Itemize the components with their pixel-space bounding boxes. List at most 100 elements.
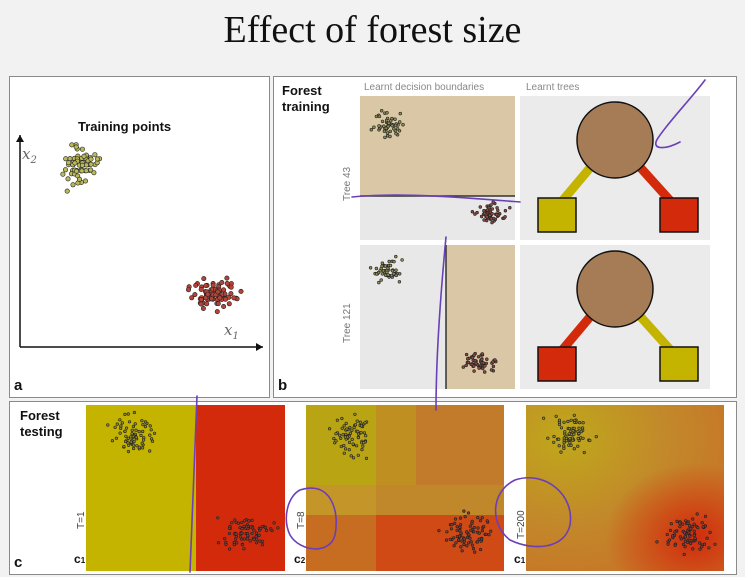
data-point	[683, 535, 688, 539]
data-point	[462, 537, 466, 541]
data-point	[383, 135, 387, 140]
data-point	[350, 428, 354, 432]
data-point	[692, 533, 696, 537]
data-point	[351, 442, 355, 446]
data-point	[666, 542, 670, 546]
data-point	[703, 514, 708, 518]
data-point	[204, 301, 210, 307]
data-point	[122, 444, 126, 449]
data-point	[472, 353, 476, 357]
data-point	[686, 521, 690, 525]
data-point	[552, 440, 556, 444]
data-point	[372, 125, 376, 129]
data-point	[363, 421, 367, 425]
data-point	[462, 509, 466, 513]
data-point	[477, 531, 481, 535]
data-point	[193, 282, 199, 288]
data-point	[458, 516, 463, 520]
data-point	[70, 182, 76, 188]
label-T1: T=1	[76, 511, 87, 529]
data-point	[368, 266, 373, 270]
data-point	[189, 295, 195, 301]
data-point	[252, 537, 256, 541]
data-point	[465, 530, 469, 534]
data-point	[576, 436, 580, 441]
data-point	[263, 525, 268, 530]
data-point	[388, 129, 392, 134]
data-point	[63, 156, 69, 162]
data-point	[482, 370, 487, 374]
data-point	[467, 541, 471, 545]
data-point	[264, 528, 269, 533]
data-point	[698, 547, 702, 551]
data-point	[234, 537, 238, 541]
data-point	[340, 426, 344, 430]
data-point	[126, 436, 131, 440]
forest-training-label: Forest training	[282, 83, 330, 114]
data-point	[687, 530, 691, 535]
slide-title: Effect of forest size	[223, 9, 522, 51]
data-point	[69, 142, 75, 148]
data-point	[88, 161, 94, 167]
data-point	[246, 534, 250, 538]
data-point	[133, 422, 137, 426]
y-axis-label: x2	[22, 145, 37, 166]
data-point	[250, 518, 254, 522]
data-point	[487, 205, 491, 210]
data-point	[382, 124, 386, 128]
data-point	[459, 545, 463, 549]
data-point	[480, 529, 484, 533]
data-point	[480, 516, 484, 520]
data-point	[572, 413, 576, 417]
data-point	[460, 539, 464, 543]
data-point	[559, 426, 564, 430]
data-point	[552, 434, 556, 439]
data-point	[491, 200, 495, 204]
data-point	[557, 418, 562, 422]
data-point	[483, 364, 487, 368]
data-point	[245, 525, 249, 529]
data-point	[460, 549, 464, 553]
data-point	[255, 537, 259, 541]
data-point	[223, 537, 227, 541]
data-point	[360, 447, 364, 452]
data-point	[240, 527, 244, 531]
data-point	[217, 295, 223, 301]
data-point	[489, 203, 493, 207]
data-point	[557, 422, 562, 427]
data-point	[272, 521, 276, 525]
data-point	[186, 287, 192, 293]
data-point	[349, 454, 353, 458]
data-point	[119, 426, 123, 431]
data-point	[77, 176, 83, 182]
data-point	[700, 521, 704, 525]
data-point	[683, 531, 687, 535]
data-point	[359, 431, 363, 435]
data-point	[495, 212, 499, 217]
data-point	[471, 547, 476, 551]
data-point	[129, 440, 133, 444]
data-point	[437, 528, 441, 533]
data-point	[215, 289, 221, 295]
data-point	[577, 421, 582, 425]
data-point	[200, 306, 206, 312]
data-point	[546, 436, 550, 440]
data-point	[124, 434, 128, 438]
data-point	[228, 547, 232, 551]
data-point	[567, 432, 571, 436]
axes	[16, 135, 263, 351]
data-point	[576, 429, 580, 434]
data-point	[684, 519, 688, 523]
data-point	[380, 261, 385, 265]
data-point	[472, 529, 476, 534]
data-point	[150, 439, 155, 443]
data-point	[214, 309, 220, 315]
data-point	[490, 220, 494, 225]
data-point	[567, 427, 572, 431]
data-point	[493, 358, 497, 362]
data-point	[390, 116, 394, 121]
data-point	[692, 529, 696, 533]
data-point	[83, 178, 89, 184]
data-point	[254, 534, 258, 539]
data-point	[581, 421, 585, 425]
